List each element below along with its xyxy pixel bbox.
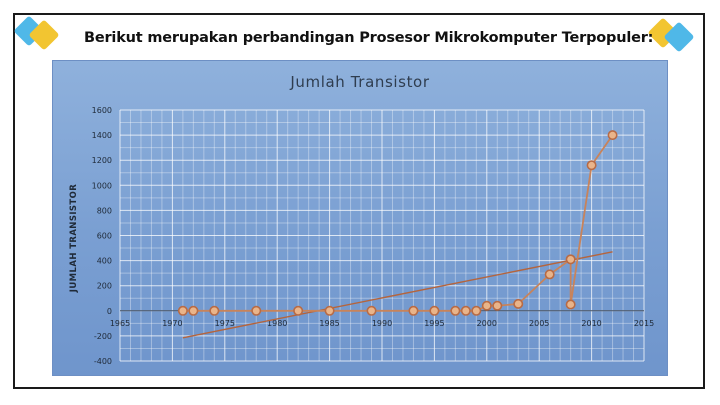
data-point (188, 305, 199, 316)
x-tick-label: 2010 (581, 319, 601, 328)
data-point (492, 300, 503, 311)
data-point (565, 299, 576, 310)
x-tick-label: 1970 (162, 319, 182, 328)
x-tick-label: 1990 (372, 319, 392, 328)
data-point (544, 269, 555, 280)
y-tick-label: 1000 (92, 181, 112, 190)
data-point (607, 130, 618, 141)
data-point (513, 298, 524, 309)
y-tick-label: 400 (97, 257, 112, 266)
data-point (177, 305, 188, 316)
x-tick-label: 2000 (477, 319, 497, 328)
data-point (408, 305, 419, 316)
data-point (565, 254, 576, 265)
data-point (460, 305, 471, 316)
x-tick-label: 2015 (634, 319, 654, 328)
y-tick-label: 0 (107, 307, 112, 316)
trendline (182, 251, 613, 339)
data-point (209, 305, 220, 316)
data-point (293, 305, 304, 316)
x-tick-label: 1965 (110, 319, 130, 328)
y-tick-label: 1200 (92, 156, 112, 165)
y-tick-label: 1600 (92, 106, 112, 115)
transistor-chart: 16001400120010008006004002000-200-400196… (92, 106, 655, 366)
data-point (471, 305, 482, 316)
data-point (366, 305, 377, 316)
chart-title: Jumlah Transistor (290, 73, 430, 91)
x-tick-label: 2005 (529, 319, 549, 328)
y-tick-label: 200 (97, 282, 112, 291)
y-axis-label: JUMLAH TRANSISTOR (69, 183, 79, 293)
chart-panel: 1600 1400 1200 1000 800 600 400 200 0 -200 -400 196… (52, 60, 668, 376)
data-point (429, 305, 440, 316)
data-point (251, 305, 262, 316)
x-tick-label: 1995 (424, 319, 444, 328)
y-tick-label: 600 (97, 232, 112, 241)
x-tick-label: 1980 (267, 319, 287, 328)
x-tick-label: 1985 (319, 319, 339, 328)
data-point (450, 305, 461, 316)
slide-heading: Berikut merupakan perbandingan Prosesor … (84, 30, 654, 46)
data-point (324, 305, 335, 316)
y-tick-label: 1400 (92, 131, 112, 140)
data-point (586, 160, 597, 171)
y-tick-label: -200 (94, 332, 112, 341)
data-point (481, 300, 492, 311)
y-tick-label: -400 (94, 357, 112, 366)
y-tick-label: 800 (97, 206, 112, 215)
x-tick-label: 1975 (215, 319, 235, 328)
